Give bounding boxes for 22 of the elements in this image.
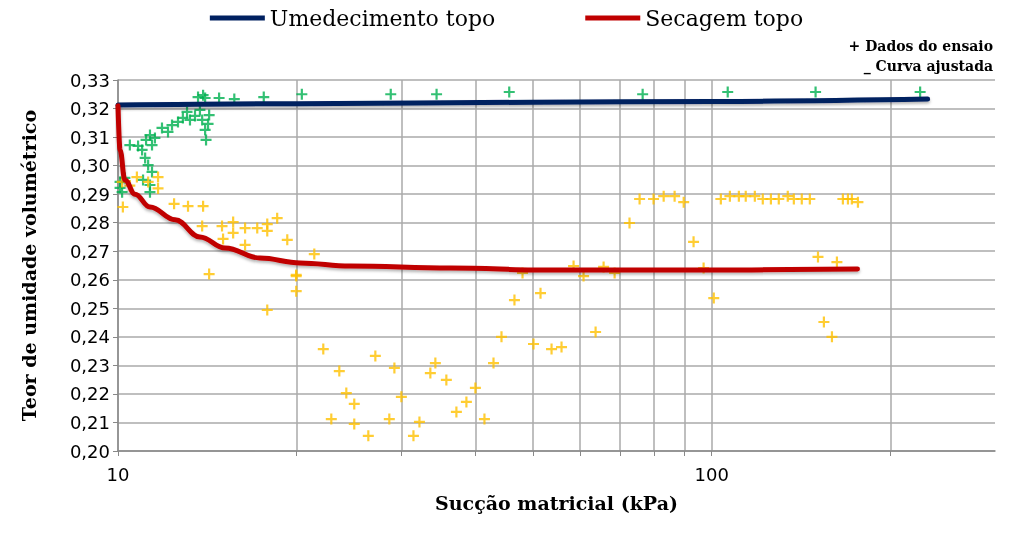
y-axis-title: Teor de umidade volumétrico: [17, 109, 40, 422]
y-tick-label: 0,21: [69, 411, 110, 433]
y-tick-label: 0,33: [69, 69, 110, 91]
y-tick-label: 0,27: [69, 240, 110, 262]
legend-label: Umedecimento topo: [269, 5, 496, 31]
y-tick-label: 0,29: [69, 183, 110, 205]
y-tick-label: 0,23: [69, 354, 110, 376]
x-axis-title: Sucção matricial (kPa): [435, 491, 678, 514]
y-tick-label: 0,24: [69, 326, 110, 348]
legend-label: Secagem topo: [645, 5, 804, 31]
y-tick-label: 0,30: [69, 155, 110, 177]
text: + Dados do ensaio: [848, 38, 993, 54]
y-tick-label: 0,20: [69, 440, 110, 462]
y-tick-label: 0,32: [69, 98, 110, 120]
text: _ Curva ajustada: [863, 58, 993, 74]
y-tick-label: 0,25: [69, 297, 110, 319]
y-tick-label: 0,31: [69, 126, 110, 148]
y-tick-label: 0,28: [69, 212, 110, 234]
y-tick-label: 0,22: [69, 383, 110, 405]
y-tick-label: 0,26: [69, 269, 110, 291]
x-tick-label: 10: [106, 463, 130, 485]
x-tick-label: 100: [694, 463, 729, 485]
